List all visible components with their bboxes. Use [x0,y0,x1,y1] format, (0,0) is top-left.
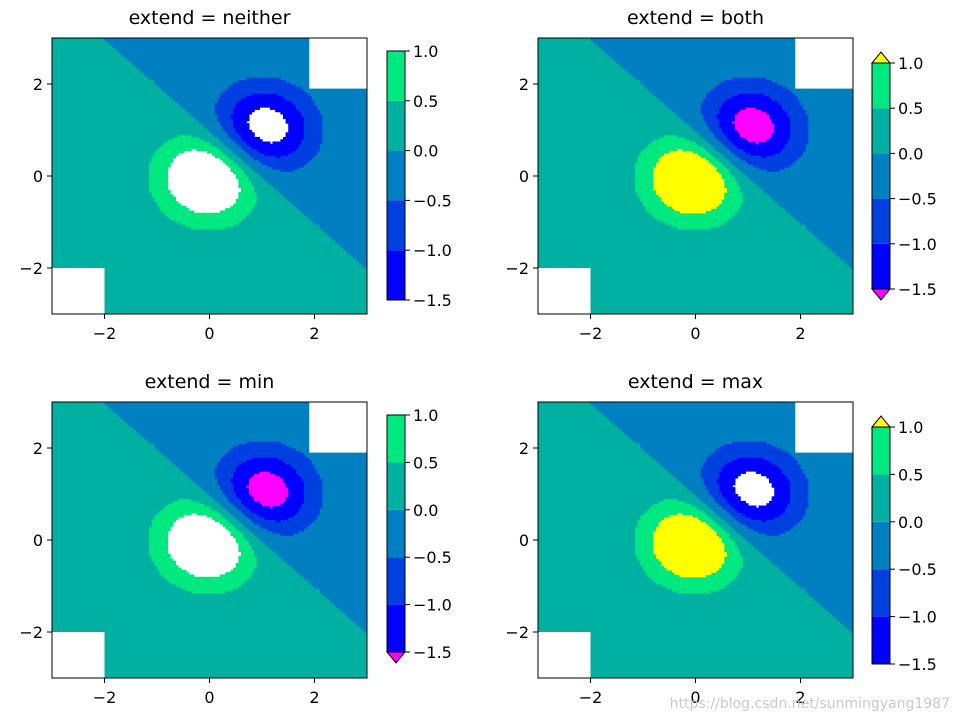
x-tick-label: 0 [690,688,700,707]
subplot-neither: extend = neither −2 0 2 −2 0 2 −1.5 −1.0 −0.5 0.0 0… [19,7,451,343]
colorbar: −1.5 −1.0 −0.5 0.0 0.5 1.0 [870,51,937,301]
colorbar-tick-label: 0.5 [413,453,438,472]
colorbar-tick-label: −0.5 [413,548,452,567]
contour-fill [538,38,853,314]
colorbar-band [872,569,890,617]
y-tick-label: 2 [33,75,43,94]
colorbar: −1.5 −1.0 −0.5 0.0 0.5 1.0 [870,415,937,674]
colorbar-extend-min [385,651,407,664]
colorbar-band [872,616,890,664]
x-tick-label: −2 [579,688,603,707]
y-tick-label: 0 [519,531,529,550]
plot-title: extend = min [145,371,275,393]
colorbar-tick-label: 0.0 [413,501,438,520]
colorbar-band [387,200,405,251]
y-tick-label: 2 [519,439,529,458]
plot-title: extend = max [628,371,763,393]
colorbar-tick-label: −1.0 [413,596,452,615]
colorbar-tick-label: −0.5 [413,191,452,210]
colorbar-frame [386,50,406,301]
colorbar-tick-label: −1.5 [413,643,452,662]
colorbar-band [387,250,405,300]
masked-corner-2 [538,632,591,678]
colorbar-band [872,243,890,289]
x-tick-label: −2 [93,688,117,707]
x-tick-label: 0 [204,688,214,707]
colorbar-tick-label: −0.5 [898,560,937,579]
colorbar-tick-label: −0.5 [898,190,937,209]
colorbar-tick-label: 0.5 [898,465,923,484]
colorbar-band [872,108,890,154]
masked-corner-1 [309,38,367,89]
x-tick-label: 2 [309,324,319,343]
colorbar-band [387,557,405,605]
contour-fill [538,402,853,678]
subplot-max: extend = max −2 0 2 −2 0 2 −1.5 −1.0 −0.5 0.0 0.5 1.… [505,371,936,707]
colorbar-band [872,427,890,475]
colorbar-band [387,509,405,558]
colorbar-band [387,150,405,201]
colorbar-tick-label: 0.5 [413,92,438,111]
colorbar: −1.5 −1.0 −0.5 0.0 0.5 1.0 [385,406,452,664]
colorbar-extend-max [870,51,892,64]
colorbar-tick-label: −1.5 [898,280,937,299]
colorbar-tick-label: 0.5 [898,99,923,118]
colorbar-band [872,198,890,244]
masked-corner-2 [52,632,105,678]
colorbar-band [872,153,890,199]
colorbar-extend-min [870,288,892,301]
masked-corner-2 [52,268,105,314]
subplot-both: extend = both −2 0 2 −2 0 2 −1.5 −1.0 −0.5 0.0 0.5 1… [505,7,936,343]
colorbar-tick-label: −1.0 [898,235,937,254]
colorbar-band [872,63,890,109]
masked-corner-1 [795,402,853,453]
x-tick-label: 2 [795,324,805,343]
colorbar-extend-max [870,415,892,428]
colorbar-tick-label: −1.5 [898,655,937,674]
colorbar-band [387,462,405,510]
colorbar-tick-label: 0.0 [413,142,438,161]
plot-title: extend = both [627,7,764,29]
y-tick-label: 2 [519,75,529,94]
y-tick-label: −2 [19,623,43,642]
x-tick-label: −2 [579,324,603,343]
masked-corner-1 [309,402,367,453]
colorbar-tick-label: 1.0 [413,406,438,425]
x-tick-label: 0 [204,324,214,343]
colorbar-band [387,51,405,101]
masked-corner-2 [538,268,591,314]
x-tick-label: −2 [93,324,117,343]
colorbar-band [387,604,405,652]
colorbar-tick-label: 1.0 [898,418,923,437]
colorbar-tick-label: −1.5 [413,291,452,310]
contour-fill [52,38,367,314]
watermark: https://blog.csdn.net/sunmingyang1987 [670,696,950,712]
x-tick-label: 2 [795,688,805,707]
colorbar-tick-label: 0.0 [898,144,923,163]
y-tick-label: −2 [505,623,529,642]
colorbar-tick-label: −1.0 [898,608,937,627]
x-tick-label: 2 [309,688,319,707]
y-tick-label: −2 [19,259,43,278]
colorbar-band [387,415,405,463]
masked-corner-1 [795,38,853,89]
x-tick-label: 0 [690,324,700,343]
colorbar: −1.5 −1.0 −0.5 0.0 0.5 1.0 [386,42,452,310]
y-tick-label: 0 [33,531,43,550]
colorbar-tick-label: 0.0 [898,513,923,532]
y-tick-label: 0 [33,167,43,186]
colorbar-band [872,474,890,522]
subplot-min: extend = min −2 0 2 −2 0 2 −1.5 −1.0 −0.5 0.0 0.5 1.… [19,371,451,707]
colorbar-tick-label: 1.0 [898,54,923,73]
y-tick-label: 0 [519,167,529,186]
colorbar-tick-label: 1.0 [413,42,438,61]
y-tick-label: −2 [505,259,529,278]
y-tick-label: 2 [33,439,43,458]
colorbar-tick-label: −1.0 [413,241,452,260]
colorbar-band [387,100,405,151]
plot-title: extend = neither [129,7,291,29]
colorbar-band [872,521,890,570]
